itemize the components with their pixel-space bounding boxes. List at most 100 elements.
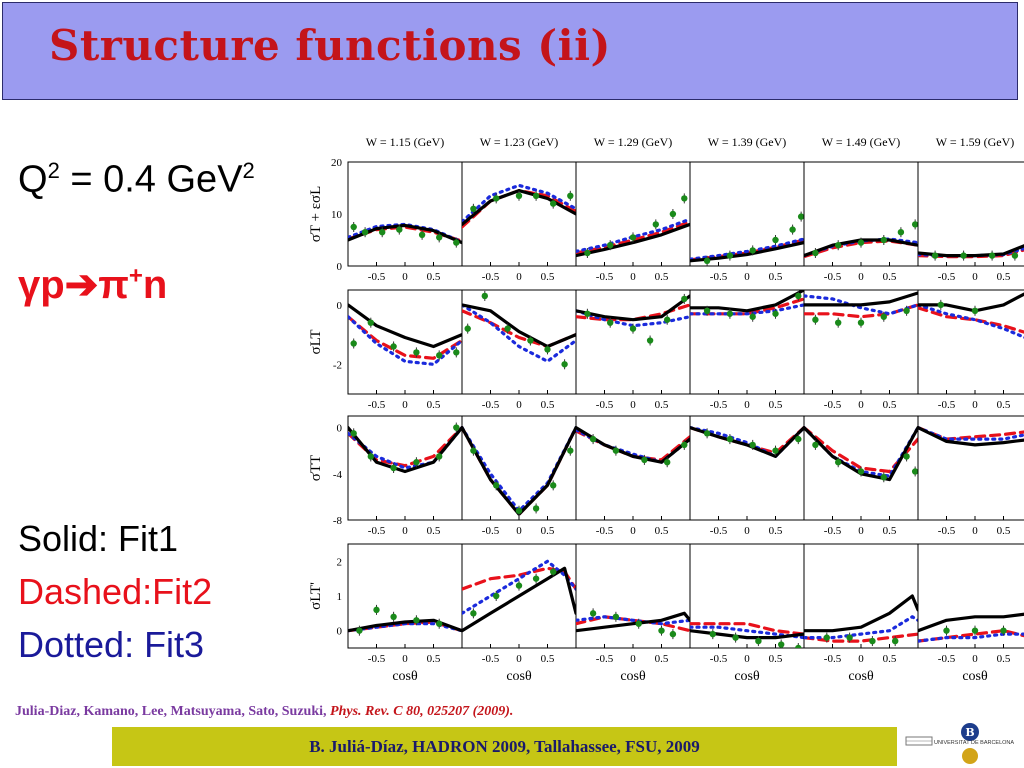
- data-point: [635, 620, 642, 627]
- data-point: [857, 239, 865, 246]
- x-tick-label: 0: [972, 271, 978, 283]
- footer-text: B. Juliá-Díaz, HADRON 2009, Tallahassee,…: [309, 737, 700, 756]
- fit1-curve: [576, 611, 690, 633]
- fit2-curve: [348, 426, 462, 468]
- data-point: [515, 507, 523, 514]
- data-point: [703, 307, 711, 314]
- x-tick-label: -0.5: [938, 399, 956, 411]
- x-tick-label: -0.5: [938, 525, 956, 537]
- data-point: [515, 192, 523, 199]
- x-tick-label: -0.5: [368, 271, 386, 283]
- y-tick-label: 2: [337, 556, 343, 568]
- x-axis-label: cosθ: [392, 669, 418, 684]
- data-point: [373, 606, 380, 614]
- fit3-curve: [918, 303, 1024, 339]
- data-point: [390, 343, 397, 350]
- column-title: W = 1.23 (GeV): [480, 135, 559, 149]
- x-tick-label: 0: [516, 399, 522, 411]
- x-tick-label: -0.5: [482, 653, 500, 665]
- panel-frame: [575, 289, 691, 395]
- x-tick-label: -0.5: [710, 525, 728, 537]
- x-tick-label: 0: [630, 525, 636, 537]
- data-point: [567, 447, 574, 454]
- fit1-curve: [348, 618, 462, 633]
- logo-text: UNIVERSITAT DE BARCELONA: [934, 740, 1014, 746]
- q2-sup: 2: [47, 158, 60, 183]
- x-tick-label: 0: [858, 399, 864, 411]
- data-point: [869, 637, 876, 645]
- citation-authors: Julia-Diaz, Kamano, Lee, Matsuyama, Sato…: [15, 704, 331, 719]
- x-tick-label: -0.5: [710, 399, 728, 411]
- data-point: [681, 195, 688, 202]
- y-tick-label: 0: [337, 423, 343, 435]
- x-axis-label: cosθ: [962, 669, 988, 684]
- data-point: [971, 307, 979, 314]
- data-point: [681, 441, 688, 449]
- data-point: [350, 340, 357, 347]
- structure-function-grid: W = 1.15 (GeV) W = 1.23 (GeV) W = 1.29 (Ge…: [308, 135, 1024, 684]
- x-tick-label: 0.5: [655, 271, 669, 283]
- data-point: [493, 592, 500, 600]
- x-tick-label: 0.5: [769, 399, 783, 411]
- data-point: [911, 221, 918, 228]
- data-point: [361, 229, 369, 236]
- x-tick-label: 0.5: [427, 525, 441, 537]
- data-point: [880, 474, 887, 481]
- data-point: [607, 242, 614, 249]
- reaction-pion: π: [98, 263, 129, 307]
- panel-frame: [347, 161, 463, 267]
- data-point: [612, 447, 620, 454]
- x-tick-label: 0.5: [541, 525, 555, 537]
- data-point: [988, 252, 996, 259]
- data-point: [418, 231, 426, 238]
- q2-base: Q: [18, 158, 48, 201]
- fit3-curve: [348, 315, 462, 366]
- data-point: [971, 627, 979, 634]
- data-point: [703, 430, 711, 437]
- data-point: [749, 247, 756, 254]
- data-point: [795, 435, 802, 443]
- data-point: [911, 468, 918, 475]
- x-tick-label: -0.5: [710, 653, 728, 665]
- x-tick-label: -0.5: [596, 525, 614, 537]
- x-tick-label: 0.5: [997, 653, 1011, 665]
- x-tick-label: 0: [972, 653, 978, 665]
- data-point: [470, 447, 477, 454]
- y-tick-label: 1: [337, 591, 343, 603]
- data-point: [669, 630, 677, 638]
- data-point: [772, 310, 779, 317]
- reaction-charge: +: [128, 262, 143, 290]
- data-point: [732, 634, 739, 641]
- fit2-curve: [462, 309, 576, 349]
- reaction-initial: γp: [18, 263, 65, 307]
- y-tick-label: 0: [337, 626, 343, 638]
- data-point: [567, 192, 574, 199]
- data-point: [789, 226, 796, 233]
- column-title: W = 1.49 (GeV): [822, 135, 901, 149]
- data-point: [493, 195, 500, 202]
- q2-rest: = 0.4 GeV: [59, 158, 243, 201]
- data-point: [703, 257, 711, 264]
- data-point: [835, 242, 842, 249]
- x-axis-label: cosθ: [734, 669, 760, 684]
- x-tick-label: -0.5: [482, 399, 500, 411]
- x-tick-label: 0.5: [655, 525, 669, 537]
- fit3-curve: [690, 303, 804, 316]
- data-point: [960, 252, 967, 259]
- x-tick-label: -0.5: [824, 653, 842, 665]
- x-tick-label: 0.5: [883, 399, 897, 411]
- data-point: [641, 456, 648, 464]
- x-tick-label: 0: [744, 399, 750, 411]
- x-tick-label: -0.5: [824, 399, 842, 411]
- title-bar: Structure functions (ii): [2, 2, 1018, 100]
- x-tick-label: -0.5: [482, 525, 500, 537]
- data-point: [453, 239, 460, 246]
- fit1-curve: [576, 294, 690, 322]
- data-point: [1011, 252, 1019, 259]
- reaction-label: γp➔π+n: [18, 262, 167, 308]
- x-tick-label: -0.5: [596, 271, 614, 283]
- fit3-curve: [690, 625, 804, 640]
- fit1-curve: [462, 189, 576, 226]
- citation-ref: Phys. Rev. C 80, 025207 (2009).: [330, 704, 514, 719]
- data-point: [709, 630, 716, 638]
